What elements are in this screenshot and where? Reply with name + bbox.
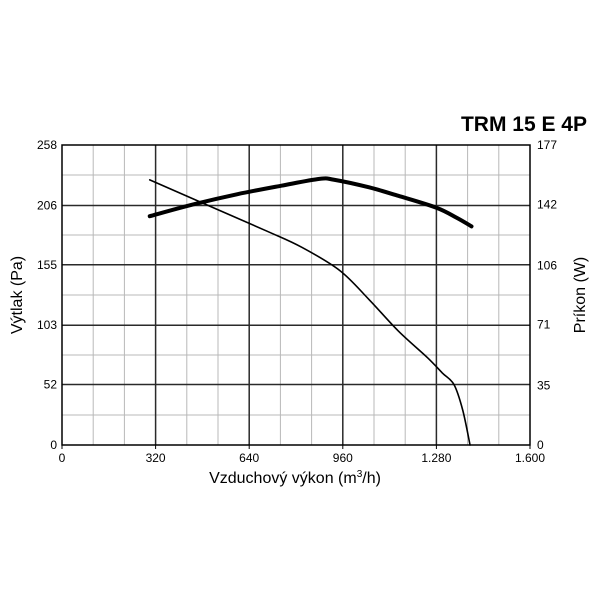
major-grid [62, 145, 530, 445]
series-layer [147, 176, 474, 446]
y2-tick-labels: 0 35 71 106 142 177 [537, 138, 557, 452]
pressure-curve [148, 179, 471, 446]
y-tick-label: 0 [50, 438, 57, 452]
power-curve [147, 176, 474, 229]
x-tick-label: 1.600 [515, 451, 545, 465]
x-axis-label: Vzduchový výkon (m3/h) [209, 469, 381, 487]
y2-tick-label: 106 [537, 258, 557, 272]
plot-frame [61, 144, 531, 446]
y-tick-label: 258 [37, 138, 57, 152]
y-tick-label: 155 [37, 258, 57, 272]
y2-tick-label: 142 [537, 197, 557, 211]
x-tick-label: 1.280 [421, 451, 451, 465]
y-tick-label: 206 [37, 198, 57, 212]
x-tick-label: 320 [146, 451, 166, 465]
chart-title: TRM 15 E 4P [461, 113, 587, 136]
y-tick-label: 103 [37, 318, 57, 332]
x-tick-label: 640 [239, 451, 259, 465]
x-tick-labels: 0 320 640 960 1.280 1.600 [59, 445, 545, 465]
y-tick-labels: 0 52 103 155 206 258 [37, 138, 57, 452]
x-tick-label: 960 [333, 451, 353, 465]
y2-tick-label: 35 [537, 379, 551, 393]
minor-grid [62, 145, 530, 445]
y-tick-label: 52 [44, 378, 58, 392]
y2-tick-label: 0 [537, 438, 544, 452]
y-axis-label: Výtlak (Pa) [9, 256, 26, 334]
y2-tick-label: 177 [537, 138, 557, 152]
y2-axis-label: Príkon (W) [572, 257, 589, 333]
x-tick-label: 0 [59, 451, 66, 465]
y2-tick-label: 71 [537, 318, 551, 332]
